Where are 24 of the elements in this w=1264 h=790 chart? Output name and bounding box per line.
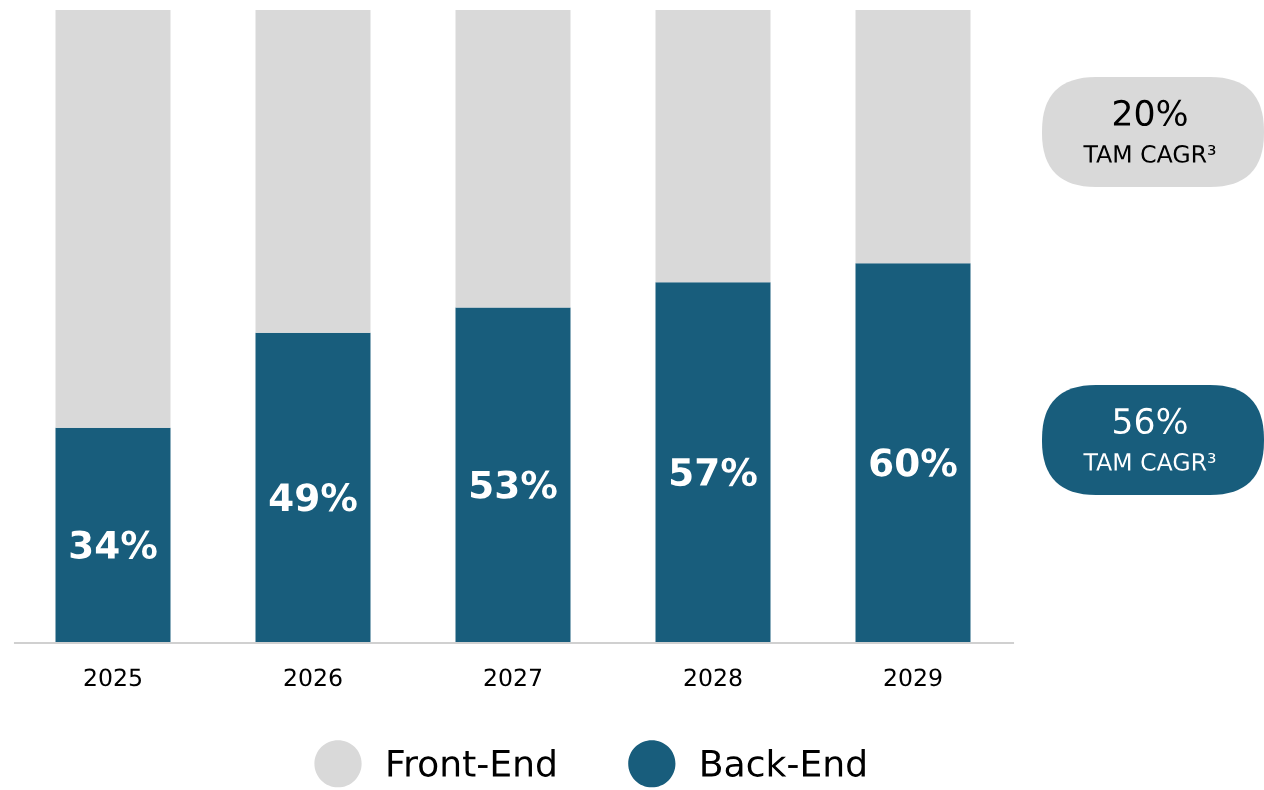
data-label: 49% — [269, 483, 357, 512]
bar — [55, 427, 171, 643]
text: 56% TAM CAGR³ — [1083, 407, 1216, 471]
bar — [55, 10, 171, 428]
bar — [655, 282, 771, 643]
data-label: 57% — [671, 457, 757, 487]
x-tick-label: 2025 — [84, 668, 141, 687]
x-tick-label: 2027 — [484, 668, 542, 687]
data-label: 60% — [870, 448, 957, 477]
bar — [455, 307, 571, 643]
x-tick-label: 2028 — [684, 668, 742, 687]
bar — [655, 10, 771, 283]
bar — [255, 10, 371, 333]
data-label: 34% — [70, 530, 157, 559]
legend-label: Back-End — [702, 748, 865, 777]
bar — [855, 263, 971, 643]
bar — [455, 10, 571, 308]
data-label: 53% — [471, 470, 557, 499]
bar — [855, 10, 971, 264]
x-tick-label: 2029 — [884, 668, 942, 687]
bar — [255, 332, 371, 643]
x-tick-label: 2026 — [284, 668, 342, 687]
text: 20% TAM CAGR³ — [1083, 99, 1216, 163]
legend-label: Front-End — [388, 748, 555, 777]
